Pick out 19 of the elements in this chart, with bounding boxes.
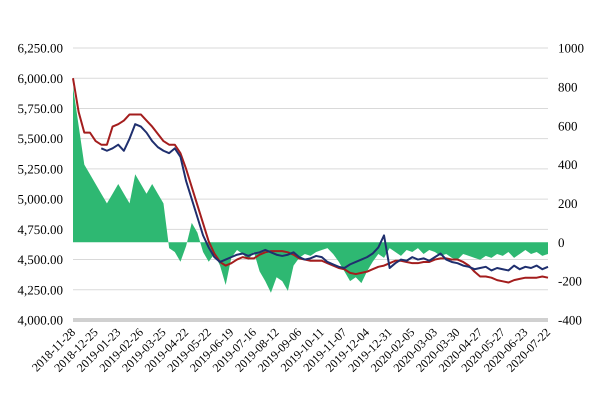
- y2-tick-label: -400: [558, 312, 582, 328]
- y-tick-label: 5,250.00: [18, 161, 63, 176]
- y-tick-label: 4,750.00: [18, 222, 63, 237]
- y2-tick-label: 0: [558, 234, 564, 250]
- y-tick-label: 4,000.00: [18, 312, 63, 328]
- y-tick-label: 6,250.00: [18, 40, 63, 56]
- y-tick-label: 5,750.00: [18, 100, 63, 116]
- y2-tick-label: 800: [558, 79, 578, 94]
- y2-tick-label: 1000: [558, 40, 584, 56]
- y2-tick-label: -200: [558, 274, 582, 289]
- y2-tick-label: 200: [558, 196, 578, 211]
- y-tick-label: 6,000.00: [18, 70, 63, 86]
- line-series: [100, 123, 549, 272]
- y2-tick-label: 600: [558, 118, 578, 134]
- y-tick-label: 5,500.00: [18, 131, 63, 146]
- y-tick-label: 4,500.00: [18, 252, 63, 268]
- y-tick-label: 4,250.00: [18, 282, 63, 298]
- y2-tick-label: 400: [558, 157, 578, 172]
- y-tick-label: 5,000.00: [18, 192, 63, 207]
